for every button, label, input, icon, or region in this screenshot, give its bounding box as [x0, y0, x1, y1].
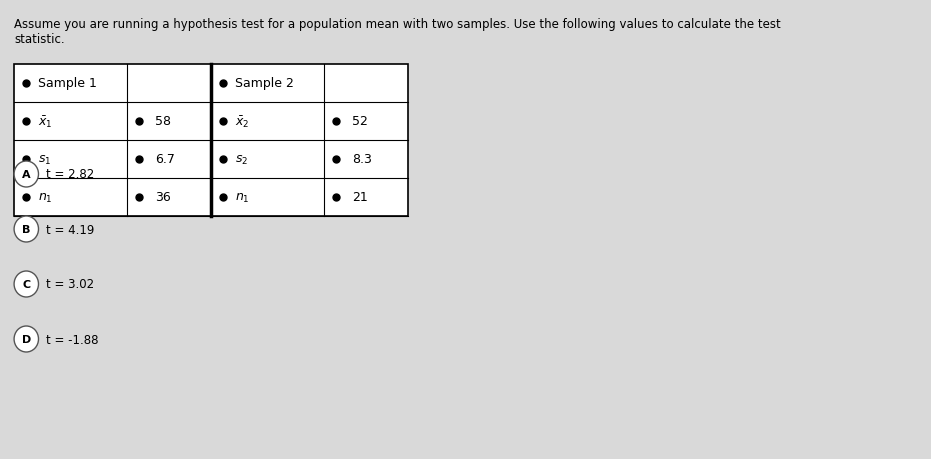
Text: B: B: [22, 224, 31, 235]
Text: C: C: [22, 280, 31, 289]
Text: 6.7: 6.7: [155, 153, 175, 166]
Text: $n_1$: $n_1$: [235, 191, 250, 204]
Text: $\bar{x}_1$: $\bar{x}_1$: [37, 114, 52, 129]
Polygon shape: [14, 65, 409, 217]
Text: $s_1$: $s_1$: [37, 153, 51, 166]
Circle shape: [14, 271, 38, 297]
Text: Assume you are running a hypothesis test for a population mean with two samples.: Assume you are running a hypothesis test…: [14, 18, 781, 31]
Text: 21: 21: [352, 191, 368, 204]
Text: $n_1$: $n_1$: [37, 191, 52, 204]
Text: 36: 36: [155, 191, 170, 204]
Text: 8.3: 8.3: [352, 153, 372, 166]
Text: t = 3.02: t = 3.02: [46, 278, 94, 291]
Text: 52: 52: [352, 115, 368, 128]
Text: t = 2.82: t = 2.82: [46, 168, 94, 181]
Text: A: A: [22, 170, 31, 179]
Text: 58: 58: [155, 115, 171, 128]
Text: t = 4.19: t = 4.19: [46, 223, 94, 236]
Circle shape: [14, 326, 38, 352]
Text: Sample 1: Sample 1: [37, 77, 97, 90]
Text: D: D: [21, 334, 31, 344]
Circle shape: [14, 217, 38, 242]
Text: statistic.: statistic.: [14, 33, 65, 46]
Text: $s_2$: $s_2$: [235, 153, 248, 166]
Text: t = -1.88: t = -1.88: [46, 333, 99, 346]
Circle shape: [14, 162, 38, 188]
Text: Sample 2: Sample 2: [235, 77, 293, 90]
Text: $\bar{x}_2$: $\bar{x}_2$: [235, 114, 250, 129]
